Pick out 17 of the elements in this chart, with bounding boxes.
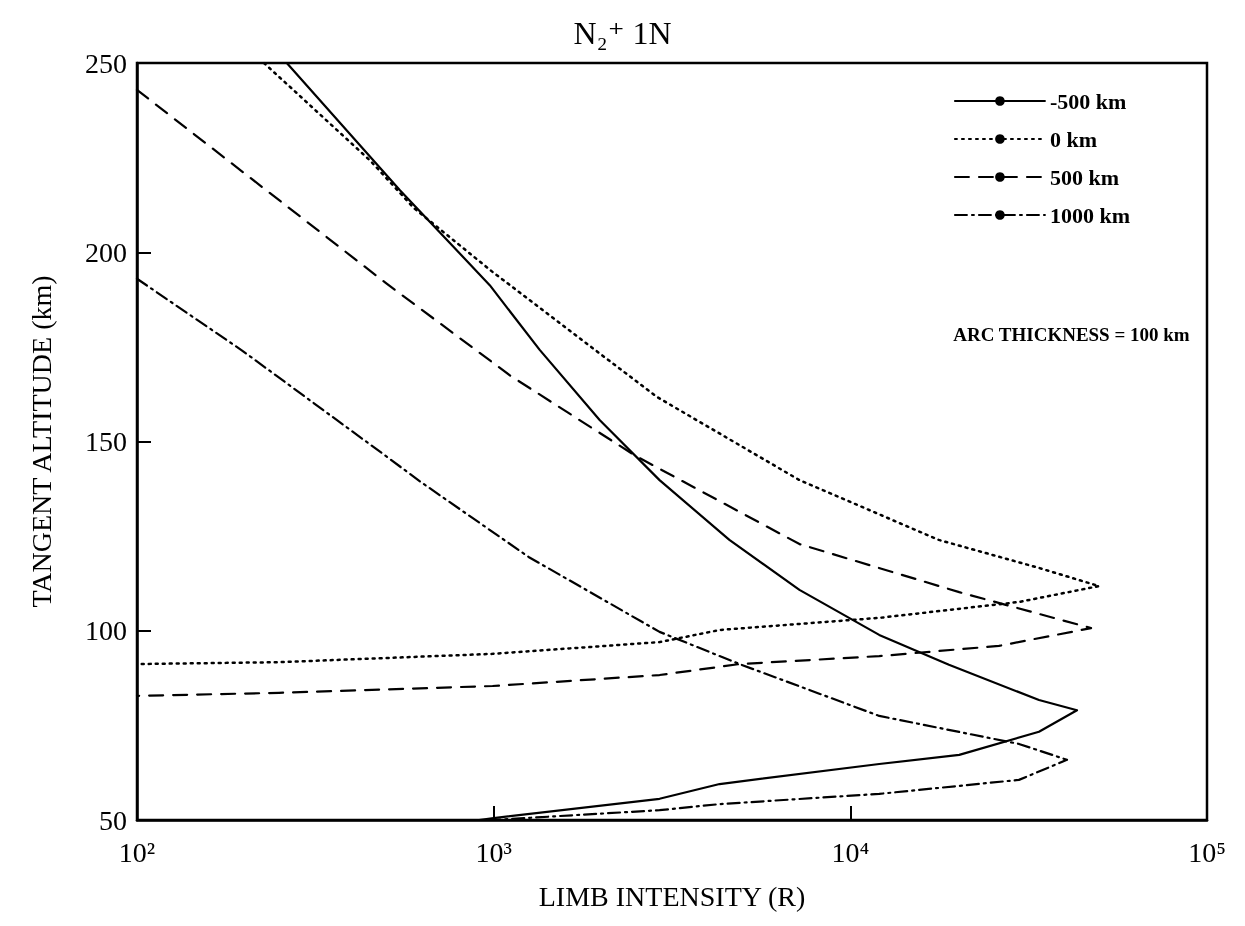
legend-label: -500 km — [1049, 88, 1127, 114]
x-tick-label: 10⁵ — [1188, 836, 1226, 868]
y-tick-label: 150 — [85, 426, 127, 457]
legend-label: 500 km — [1049, 164, 1119, 190]
annotation: ARC THICKNESS = 100 km — [953, 324, 1190, 345]
legend-label: 1000 km — [1049, 202, 1130, 228]
legend-label: 0 km — [1049, 126, 1097, 152]
y-tick-label: 200 — [85, 236, 127, 268]
y-tick-label: 50 — [99, 804, 127, 836]
y-tick-label: 100 — [85, 615, 127, 647]
x-tick-label: 10² — [118, 836, 156, 868]
y-tick-label: 250 — [85, 47, 127, 79]
y-axis-title: TANGENT ALTITUDE (km) — [25, 275, 57, 608]
x-axis-title: LIMB INTENSITY (R) — [538, 880, 806, 912]
chart-title: N₂⁺ 1N — [573, 15, 672, 51]
x-tick-label: 10³ — [475, 836, 512, 868]
x-tick-label: 10⁴ — [831, 836, 870, 868]
